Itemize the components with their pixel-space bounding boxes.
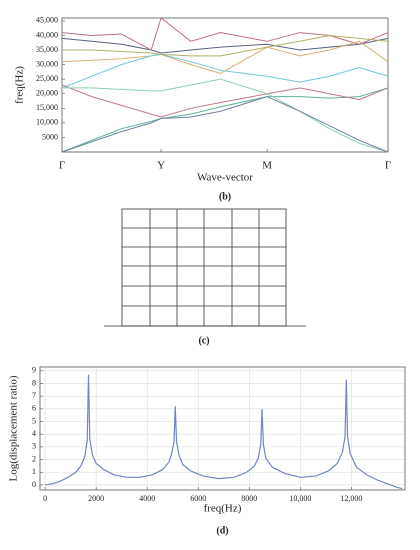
y-tick-label: 10,000 [36, 118, 58, 127]
series-line [61, 53, 389, 89]
y-tick-label: 45,000 [36, 16, 58, 25]
y-tick-label: 35,000 [36, 45, 58, 54]
x-tick-label: 10,000 [289, 494, 311, 503]
x-tick-label: 6000 [190, 494, 206, 503]
series-line [61, 37, 389, 54]
x-tick-label: 2000 [88, 494, 104, 503]
series-line [61, 40, 389, 74]
y-tick-label: 9 [32, 366, 36, 375]
y-tick-label: 30,000 [36, 59, 58, 68]
x-tick-label: 0 [43, 494, 47, 503]
x-tick-label: 4000 [139, 494, 155, 503]
y-tick-label: 15,000 [36, 103, 58, 112]
series-line [61, 84, 389, 118]
plot-frame [39, 366, 406, 491]
caption: (c) [198, 335, 209, 346]
x-tick-label: M [262, 160, 272, 172]
series-line [62, 78, 389, 153]
caption: (b) [219, 191, 231, 202]
y-tick-label: 5000 [42, 132, 58, 141]
y-tick-label: 2 [32, 454, 36, 463]
x-tick-label: Γ [385, 160, 391, 172]
series-line [62, 34, 389, 57]
y-tick-label: 6 [32, 404, 36, 413]
x-tick-label: 12,000 [340, 494, 362, 503]
y-tick-label: 0 [32, 480, 36, 489]
caption: (d) [216, 525, 228, 536]
x-axis-label: Wave-vector [197, 172, 253, 184]
x-tick-label: Γ [59, 160, 65, 172]
y-tick-label: 25,000 [36, 74, 58, 83]
y-tick-label: 4 [32, 429, 36, 438]
series-line [61, 87, 389, 153]
y-axis-label: Log(displacement ratio) [8, 375, 20, 481]
x-axis-label: freq(Hz) [204, 503, 242, 515]
y-axis-label: freq(Hz) [14, 66, 26, 104]
series-line [61, 96, 389, 153]
grid-diagram [104, 208, 306, 327]
y-tick-label: 7 [32, 391, 36, 400]
y-tick-label: 40,000 [36, 30, 58, 39]
y-tick-label: 8 [32, 378, 36, 387]
x-tick-label: Y [157, 160, 165, 172]
y-tick-label: 3 [32, 442, 36, 451]
y-tick-label: 5 [32, 416, 36, 425]
y-tick-label: 1 [32, 467, 36, 476]
series-line [61, 17, 389, 51]
x-tick-label: 8000 [241, 494, 257, 503]
y-tick-label: 20,000 [36, 89, 58, 98]
series-line [45, 374, 403, 490]
